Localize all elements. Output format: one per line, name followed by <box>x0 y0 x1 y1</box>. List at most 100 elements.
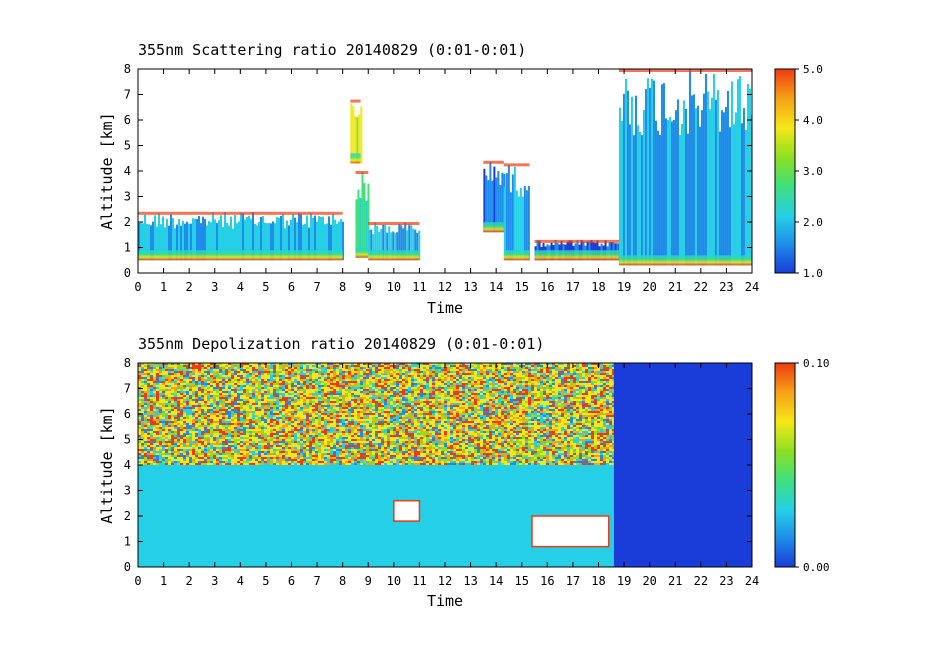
depolization-ratio-noise <box>138 363 615 465</box>
scattering-ratio-colorbar-tick-label: 4.0 <box>803 114 823 127</box>
scattering-ratio-feature <box>618 69 752 266</box>
depolization-ratio-xtick-label: 24 <box>745 574 759 588</box>
scattering-ratio-xtick-label: 17 <box>566 280 580 294</box>
scattering-ratio-xtick-label: 22 <box>694 280 708 294</box>
depolization-ratio-ytick-label: 5 <box>124 433 131 447</box>
scattering-ratio-xtick-label: 23 <box>719 280 733 294</box>
scattering-ratio-title: 355nm Scattering ratio 20140829 (0:01-0:… <box>138 41 526 59</box>
scattering-ratio-xtick-label: 1 <box>160 280 167 294</box>
depolization-ratio-xtick-label: 16 <box>540 574 554 588</box>
depolization-ratio-title: 355nm Depolization ratio 20140829 (0:01-… <box>138 335 544 353</box>
depolization-ratio-xtick-label: 8 <box>339 574 346 588</box>
scattering-ratio-xtick-label: 18 <box>591 280 605 294</box>
depolization-ratio-ytick-label: 7 <box>124 382 131 396</box>
scattering-ratio-xtick-label: 16 <box>540 280 554 294</box>
scattering-ratio-feature <box>503 163 530 261</box>
depolization-ratio-xtick-label: 13 <box>463 574 477 588</box>
depolization-ratio-xtick-label: 10 <box>387 574 401 588</box>
depolization-ratio-xtick-label: 9 <box>365 574 372 588</box>
depolization-ratio-xtick-label: 15 <box>515 574 529 588</box>
depolization-ratio-ytick-label: 4 <box>124 458 131 472</box>
scattering-ratio-xtick-label: 21 <box>668 280 682 294</box>
depolization-ratio-colorbar-tick-label: 0.10 <box>803 357 830 370</box>
depolization-ratio-ytick-label: 1 <box>124 535 131 549</box>
scattering-ratio-ytick-label: 1 <box>124 241 131 255</box>
depolization-ratio-xtick-label: 4 <box>237 574 244 588</box>
scattering-ratio-xtick-label: 5 <box>262 280 269 294</box>
scattering-ratio-colorbar-tick-label: 5.0 <box>803 63 823 76</box>
depolization-ratio-xtick-label: 2 <box>186 574 193 588</box>
scattering-ratio-xtick-label: 7 <box>313 280 320 294</box>
scattering-ratio-xtick-label: 0 <box>134 280 141 294</box>
depolization-ratio-xtick-label: 0 <box>134 574 141 588</box>
depolization-ratio-xtick-label: 18 <box>591 574 605 588</box>
scattering-ratio-feature <box>483 160 506 233</box>
depolization-ratio-colorbar <box>774 362 796 568</box>
scattering-ratio-xtick-label: 3 <box>211 280 218 294</box>
scattering-ratio-ytick-label: 8 <box>124 62 131 76</box>
scattering-ratio-xtick-label: 19 <box>617 280 631 294</box>
depolization-ratio-ytick-label: 0 <box>124 560 131 574</box>
depolization-ratio-feature <box>531 515 610 548</box>
depolization-ratio-panel: 355nm Depolization ratio 20140829 (0:01-… <box>98 335 830 610</box>
scattering-ratio-xtick-label: 14 <box>489 280 503 294</box>
depolization-ratio-xtick-label: 21 <box>668 574 682 588</box>
scattering-ratio-feature <box>368 222 421 261</box>
scattering-ratio-ytick-label: 6 <box>124 113 131 127</box>
depolization-ratio-feature <box>393 499 421 522</box>
scattering-ratio-colorbar-tick-label: 3.0 <box>803 165 823 178</box>
depolization-ratio-ytick-label: 6 <box>124 407 131 421</box>
depolization-ratio-xlabel: Time <box>427 592 463 610</box>
depolization-ratio-xtick-label: 17 <box>566 574 580 588</box>
depolization-ratio-xtick-label: 6 <box>288 574 295 588</box>
scattering-ratio-colorbar-tick-label: 2.0 <box>803 216 823 229</box>
scattering-ratio-ytick-label: 4 <box>124 164 131 178</box>
scattering-ratio-ytick-label: 0 <box>124 266 131 280</box>
scattering-ratio-xtick-label: 13 <box>463 280 477 294</box>
depolization-ratio-ytick-label: 8 <box>124 356 131 370</box>
depolization-ratio-xtick-label: 12 <box>438 574 452 588</box>
depolization-ratio-xtick-label: 11 <box>412 574 426 588</box>
scattering-ratio-xtick-label: 10 <box>387 280 401 294</box>
depolization-ratio-colorbar-tick-label: 0.00 <box>803 561 830 574</box>
depolization-ratio-ytick-label: 3 <box>124 484 131 498</box>
depolization-ratio-xtick-label: 5 <box>262 574 269 588</box>
scattering-ratio-y-axis: 0 1 2 3 4 5 6 7 8 <box>124 62 752 280</box>
depolization-ratio-xtick-label: 14 <box>489 574 503 588</box>
scattering-ratio-xtick-label: 4 <box>237 280 244 294</box>
scattering-ratio-ylabel: Altitude [km] <box>98 112 116 229</box>
depolization-ratio-xtick-label: 23 <box>719 574 733 588</box>
scattering-ratio-xtick-label: 15 <box>515 280 529 294</box>
scattering-ratio-x-axis: 0 1 2 3 4 5 6 7 8 9 10 11 12 13 14 15 16 17 18 19 20 21 22 23 24 <box>134 69 759 294</box>
scattering-ratio-xtick-label: 12 <box>438 280 452 294</box>
scattering-ratio-colorbar-ticks: 1.0 2.0 3.0 4.0 5.0 <box>795 63 823 280</box>
depolization-ratio-heatmap <box>138 363 752 567</box>
depolization-ratio-x-axis: 0 1 2 3 4 5 6 7 8 9 10 11 12 13 14 15 16 17 18 19 20 21 22 23 24 <box>134 363 759 588</box>
scattering-ratio-xtick-label: 24 <box>745 280 759 294</box>
depolization-ratio-xtick-label: 19 <box>617 574 631 588</box>
depolization-ratio-feature <box>613 363 752 567</box>
scattering-ratio-feature <box>355 171 370 258</box>
depolization-ratio-xtick-label: 3 <box>211 574 218 588</box>
depolization-ratio-y-axis: 0 1 2 3 4 5 6 7 8 <box>124 356 752 574</box>
depolization-ratio-colorbar-ticks: 0.00 0.10 <box>795 357 830 574</box>
scattering-ratio-heatmap <box>138 69 752 266</box>
scattering-ratio-ytick-label: 5 <box>124 139 131 153</box>
scattering-ratio-ytick-label: 7 <box>124 88 131 102</box>
scattering-ratio-ytick-label: 3 <box>124 190 131 204</box>
scattering-ratio-xtick-label: 8 <box>339 280 346 294</box>
depolization-ratio-xtick-label: 20 <box>642 574 656 588</box>
scattering-ratio-xtick-label: 11 <box>412 280 426 294</box>
scattering-ratio-xtick-label: 20 <box>642 280 656 294</box>
scattering-ratio-feature <box>138 211 344 261</box>
depolization-ratio-xtick-label: 1 <box>160 574 167 588</box>
depolization-ratio-ylabel: Altitude [km] <box>98 406 116 523</box>
depolization-ratio-ytick-label: 2 <box>124 509 131 523</box>
scattering-ratio-xlabel: Time <box>427 299 463 317</box>
scattering-ratio-xtick-label: 6 <box>288 280 295 294</box>
scattering-ratio-ytick-label: 2 <box>124 215 131 229</box>
scattering-ratio-colorbar-tick-label: 1.0 <box>803 267 823 280</box>
scattering-ratio-feature <box>350 99 363 164</box>
scattering-ratio-feature <box>534 239 621 261</box>
